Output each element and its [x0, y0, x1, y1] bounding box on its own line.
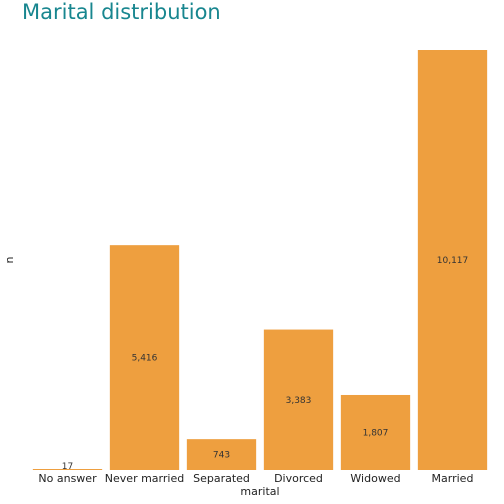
- bar-divorced: [263, 329, 334, 470]
- x-tick-label-married: Married: [432, 472, 474, 485]
- bars-group: [32, 50, 488, 470]
- y-axis-label: n: [3, 256, 16, 263]
- x-tick-label-divorced: Divorced: [274, 472, 323, 485]
- bar-no-answer: [32, 469, 103, 470]
- x-tick-label-widowed: Widowed: [350, 472, 400, 485]
- bar-never-married: [109, 245, 180, 470]
- data-label-separated: 743: [213, 451, 230, 461]
- data-label-divorced: 3,383: [286, 396, 312, 406]
- data-label-no-answer: 17: [62, 462, 73, 472]
- x-tick-label-never-married: Never married: [105, 472, 184, 485]
- bar-separated: [186, 439, 257, 470]
- x-tick-label-separated: Separated: [193, 472, 250, 485]
- x-tick-labels-group: No answer Never married Separated Divorced W…: [38, 472, 473, 485]
- x-axis-label: marital: [240, 485, 279, 498]
- chart-title: Marital distribution: [22, 0, 221, 24]
- x-tick-label-no-answer: No answer: [38, 472, 97, 485]
- data-labels-group: 17 5,416 743 3,383 1,807 10,117: [62, 256, 468, 472]
- bar-married: [417, 50, 488, 470]
- data-label-married: 10,117: [437, 256, 469, 266]
- data-label-widowed: 1,807: [363, 428, 389, 438]
- bar-widowed: [340, 394, 411, 470]
- data-label-never-married: 5,416: [132, 354, 158, 364]
